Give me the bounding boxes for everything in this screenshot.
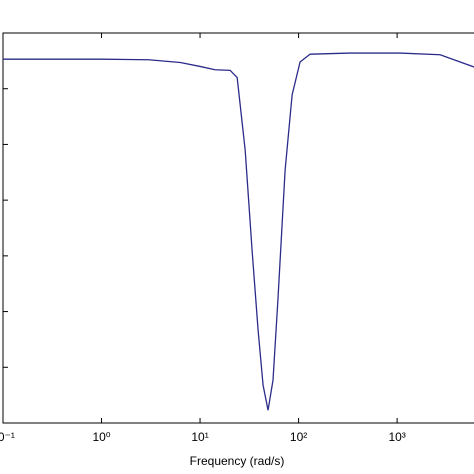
x-tick-label: 10¹ — [191, 430, 208, 444]
x-axis-label: Frequency (rad/s) — [190, 454, 285, 468]
x-tick-label: 10⁰ — [92, 430, 110, 444]
x-tick-label: 10² — [290, 430, 307, 444]
x-tick-label: 10⁻¹ — [0, 430, 15, 444]
plot-frame — [2, 32, 474, 424]
data-line — [3, 52, 474, 411]
x-tick-label: 10³ — [388, 430, 405, 444]
